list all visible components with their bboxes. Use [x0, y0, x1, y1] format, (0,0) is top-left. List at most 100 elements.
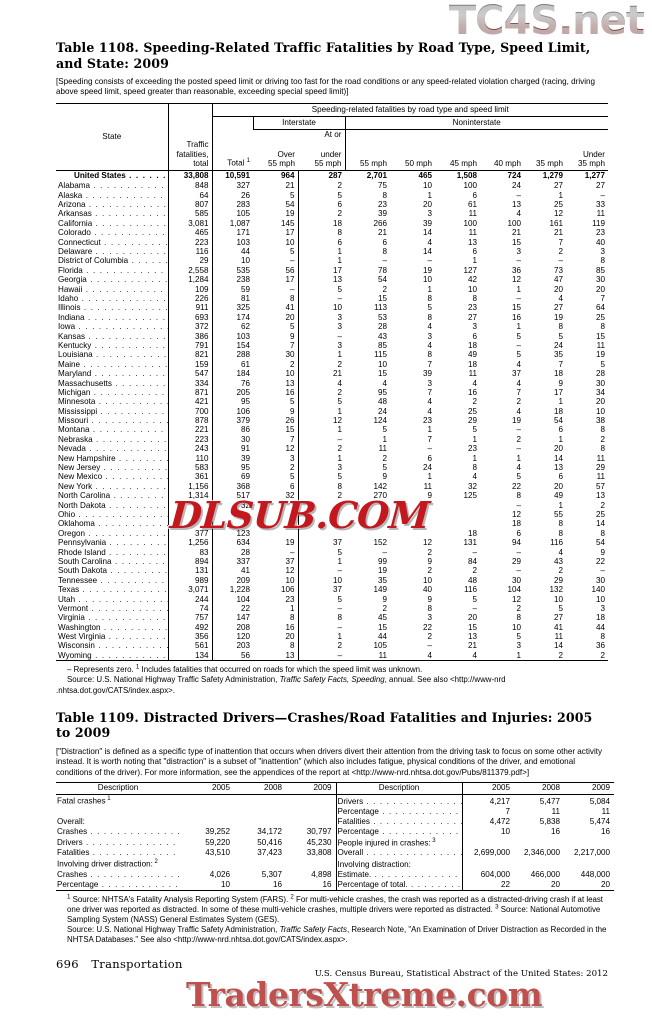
- row-value: 28: [211, 547, 253, 557]
- row-value: 54: [377, 275, 387, 285]
- row-value: 27: [553, 613, 563, 623]
- row-value: 20: [422, 200, 432, 210]
- row-value: 41: [285, 303, 295, 313]
- row-value: [253, 501, 298, 510]
- row-value: 4: [472, 378, 477, 388]
- row-state-label: Maryland . . . . . . . . . . . . . . . .…: [58, 369, 168, 379]
- row-value: 29: [511, 556, 521, 566]
- row-value: 25: [595, 509, 605, 519]
- row-value: 84: [467, 556, 477, 566]
- row-value: 20: [600, 879, 610, 889]
- row-value: 11: [601, 807, 610, 817]
- row-value: 9: [600, 547, 605, 557]
- row-value: 20: [553, 284, 563, 294]
- row-value: 57: [595, 481, 605, 491]
- row-value: 368: [211, 481, 253, 492]
- table-row: United States . . . . . . . . . . . .33,…: [56, 170, 608, 182]
- row-value: 28: [595, 369, 605, 379]
- row-value: 8: [600, 425, 605, 435]
- row-value: 18: [467, 359, 477, 369]
- row-value: 2: [558, 247, 563, 257]
- row-value: –: [297, 293, 345, 304]
- row-value: 2: [382, 603, 387, 613]
- row-state-label: Colorado . . . . . . . . . . . . . . . .…: [58, 228, 168, 238]
- row-value: 29: [553, 575, 563, 585]
- row-value: 19: [285, 209, 295, 219]
- row-value: 634: [211, 538, 253, 548]
- row-value: 10: [422, 181, 432, 191]
- row-value: –: [289, 547, 295, 557]
- row-value: 10: [211, 256, 253, 266]
- row-value: 18: [553, 406, 563, 416]
- row-value: 16: [322, 879, 332, 889]
- row-value: 10: [377, 359, 387, 369]
- row-value: 325: [211, 303, 253, 313]
- row-value: [167, 500, 212, 510]
- row-value: 104: [507, 585, 521, 595]
- row-value: 1: [472, 434, 477, 444]
- row-value: 12: [511, 275, 521, 285]
- row-value: [514, 858, 564, 870]
- table-1108-title: Table 1108. Speeding-Related Traffic Fat…: [56, 40, 591, 71]
- row-value: 20: [595, 397, 605, 407]
- row-value: 5: [472, 594, 477, 604]
- row-value: 54: [285, 200, 295, 210]
- row-state-label: New York . . . . . . . . . . . . . . . .…: [58, 481, 168, 491]
- row-value: 11: [596, 209, 605, 219]
- row-value: 41: [211, 566, 253, 576]
- row-value: 3: [297, 312, 345, 323]
- row-value: 55: [553, 509, 563, 519]
- row-value: 105: [211, 209, 253, 219]
- source-post-1109: , Research Note, "An Examination of Driv…: [346, 925, 499, 935]
- row-value: –: [516, 500, 521, 510]
- row-state-label: Minnesota . . . . . . . . . . . . . . . …: [58, 397, 168, 407]
- row-value: 9: [427, 556, 432, 566]
- row-state-label: Indiana . . . . . . . . . . . . . . . . …: [58, 312, 168, 322]
- row-description: Crashes . . . . . . . . . . . . . . . . …: [57, 869, 180, 879]
- row-value: 54: [595, 538, 605, 548]
- row-state-label: Hawaii . . . . . . . . . . . . . . . . .…: [58, 284, 168, 294]
- row-value: 104: [211, 594, 253, 604]
- row-value: 50,416: [257, 838, 282, 848]
- row-value: 8: [516, 491, 521, 501]
- row-value: 10: [511, 622, 521, 632]
- row-state-label: South Carolina . . . . . . . . . . . . .…: [58, 556, 168, 566]
- header-description-left: Description: [56, 781, 180, 796]
- row-value: 23: [467, 303, 477, 313]
- row-value: 1: [516, 650, 521, 660]
- row-value: 10: [422, 275, 432, 285]
- row-value: 44: [377, 632, 387, 642]
- row-value: 466,000: [530, 869, 560, 879]
- header-span-interstate: Interstate: [252, 116, 345, 130]
- row-value: 21: [297, 369, 345, 379]
- row-value: [297, 500, 345, 510]
- row-value: 145: [280, 218, 295, 228]
- row-value: 10: [297, 303, 345, 313]
- row-value: 184: [211, 369, 253, 379]
- row-value: 2: [297, 444, 345, 454]
- row-value: 12: [285, 566, 295, 576]
- table-row: Nevada . . . . . . . . . . . . . . . . .…: [56, 444, 608, 454]
- row-value: –: [297, 434, 345, 445]
- row-value: 492: [167, 622, 212, 633]
- row-value: 1: [558, 397, 563, 407]
- table-row: New Jersey . . . . . . . . . . . . . . .…: [56, 462, 608, 473]
- row-value: 38: [595, 416, 605, 426]
- row-value: [167, 509, 212, 520]
- row-state-label: North Carolina . . . . . . . . . . . . .…: [58, 491, 168, 501]
- table-row: Iowa . . . . . . . . . . . . . . . . . .…: [56, 322, 608, 332]
- row-value: 1: [297, 406, 345, 417]
- row-value: 27: [595, 181, 605, 191]
- row-value: 791: [167, 340, 212, 351]
- row-value: 243: [167, 444, 212, 454]
- table-1109-body: Fatal crashes 1 Drivers . . . . . . . . .…: [56, 794, 614, 891]
- table-row: Wisconsin . . . . . . . . . . . . . . . …: [56, 641, 608, 651]
- row-value: 18: [297, 218, 345, 229]
- row-value: [286, 807, 336, 817]
- row-value: 159: [167, 359, 212, 370]
- row-value: 17: [285, 275, 295, 285]
- row-value: 9: [427, 491, 432, 501]
- row-value: 5,084: [589, 797, 610, 807]
- row-value: 30: [511, 575, 521, 585]
- row-value: –: [382, 547, 387, 557]
